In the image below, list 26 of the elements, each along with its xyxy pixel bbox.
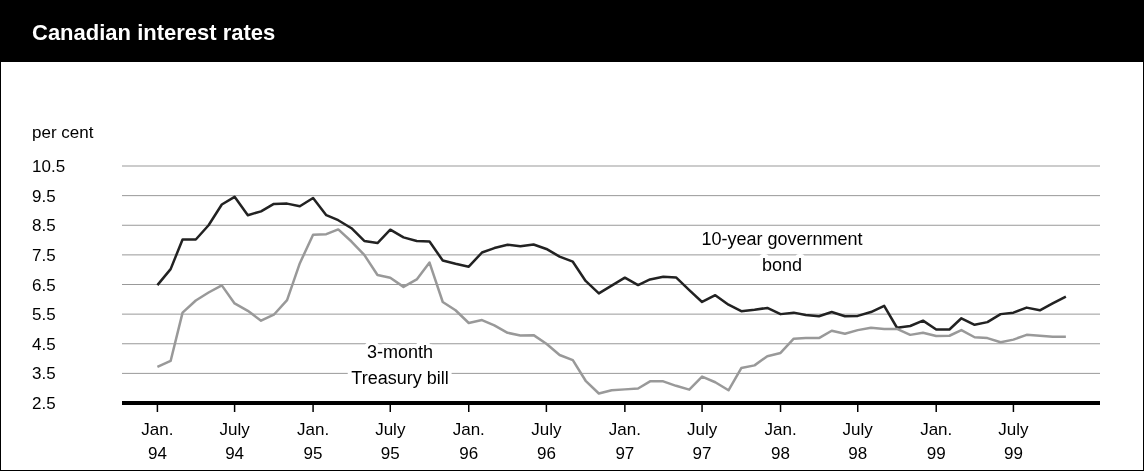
x-tick-label: July 94	[219, 420, 251, 463]
y-tick-label: 8.5	[32, 216, 56, 236]
x-tick-label: Jan. 99	[920, 420, 953, 463]
x-tick-label: Jan. 95	[297, 420, 330, 463]
y-tick-label: 3.5	[32, 364, 56, 384]
x-tick-label: July 99	[998, 420, 1030, 463]
series-label: 10-year government bond	[701, 229, 863, 275]
x-tick-label: July 97	[686, 420, 718, 463]
y-tick-label: 9.5	[32, 186, 56, 206]
x-tick-label: July 96	[531, 420, 562, 463]
y-tick-label: 6.5	[32, 275, 56, 295]
y-tick-label: 5.5	[32, 305, 56, 325]
x-tick-label: Jan. 98	[764, 420, 797, 463]
x-tick-label: Jan. 94	[141, 420, 174, 463]
x-tick-label: July 95	[375, 420, 406, 463]
y-tick-label: 2.5	[32, 394, 56, 413]
x-tick-label: Jan. 96	[452, 420, 485, 463]
line-series	[156, 195, 1068, 331]
y-tick-label: 4.5	[32, 334, 56, 354]
series-label: 3-month Treasury bill	[351, 342, 449, 388]
x-tick-label: Jan. 97	[608, 420, 641, 463]
y-tick-label: 10.5	[32, 157, 66, 176]
chart-title: Canadian interest rates	[32, 20, 276, 45]
y-tick-label: 7.5	[32, 245, 56, 265]
x-tick-label: July 98	[842, 420, 874, 463]
y-axis-title: per cent	[32, 123, 94, 142]
